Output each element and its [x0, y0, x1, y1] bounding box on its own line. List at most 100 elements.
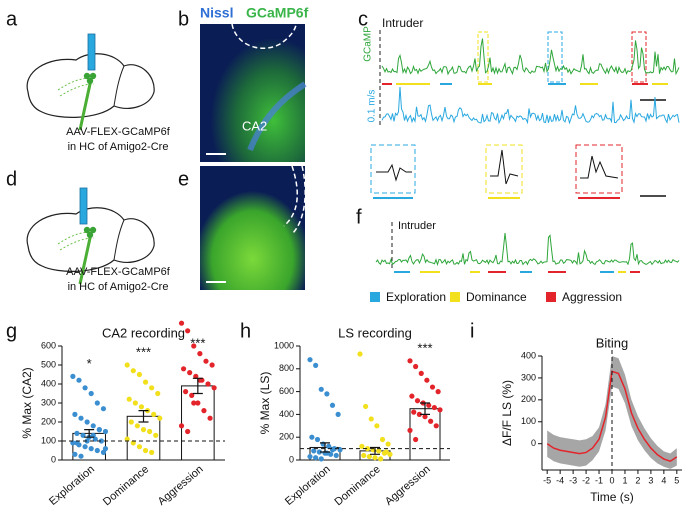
chart-title: LS recording — [338, 325, 412, 340]
data-point — [185, 328, 191, 334]
data-point — [151, 411, 157, 417]
data-point — [149, 449, 155, 455]
data-point — [130, 368, 136, 374]
data-point — [435, 389, 441, 395]
data-point — [88, 446, 94, 452]
y-axis-label: ΔF/F LS (%) — [500, 380, 514, 446]
data-point — [424, 377, 430, 383]
data-point — [94, 447, 100, 454]
y-tick-label: 200 — [521, 394, 536, 404]
panel-label: i — [470, 320, 474, 342]
stain-label: GCaMP6f — [246, 5, 309, 21]
data-point — [195, 400, 201, 406]
data-point — [70, 440, 76, 446]
data-point — [363, 403, 369, 410]
data-point — [428, 418, 434, 424]
y-tick-label: 0 — [531, 438, 536, 448]
trace — [375, 232, 680, 267]
data-point — [74, 440, 80, 446]
y-tick-label: 100 — [41, 435, 56, 445]
x-tick-label: 5 — [674, 475, 679, 485]
error-bar — [138, 410, 149, 423]
data-point — [138, 404, 145, 410]
data-point — [136, 371, 143, 378]
data-point — [335, 411, 341, 417]
data-point — [197, 351, 203, 357]
data-point — [102, 428, 109, 435]
legend-label: Dominance — [466, 290, 527, 304]
event-label: Intruder — [398, 220, 436, 232]
error-band — [547, 356, 677, 469]
data-point — [178, 320, 185, 326]
data-point — [418, 370, 424, 376]
data-point — [84, 438, 90, 444]
data-point — [383, 449, 389, 455]
x-tick-label: 0 — [609, 475, 614, 485]
x-tick-label: -3 — [569, 475, 577, 485]
data-point — [416, 411, 422, 417]
micrograph — [200, 23, 307, 162]
data-point — [142, 379, 149, 385]
data-point — [372, 455, 378, 461]
data-point — [155, 390, 161, 397]
data-point — [183, 389, 189, 395]
data-point — [74, 430, 80, 436]
data-point — [378, 456, 384, 462]
x-tick-label: 4 — [661, 475, 666, 485]
data-point — [307, 357, 313, 363]
significance: *** — [190, 335, 205, 350]
data-point — [431, 404, 437, 411]
x-tick-label: -4 — [556, 475, 564, 485]
trace-label: GCaMP — [363, 26, 374, 62]
panel-label: b — [178, 8, 189, 30]
data-point — [80, 432, 86, 438]
data-point — [414, 398, 421, 404]
data-point — [318, 386, 324, 392]
data-point — [307, 453, 313, 460]
data-point — [318, 456, 324, 462]
y-tick-label: 300 — [41, 397, 56, 407]
significance: *** — [417, 340, 432, 355]
trace — [381, 86, 680, 125]
legend: Exploration Dominance Aggression — [370, 290, 622, 304]
caption: AAV-FLEX-GCaMP6f — [66, 266, 171, 278]
significance: * — [87, 356, 92, 371]
data-point — [387, 451, 393, 457]
y-tick-label: 0 — [289, 454, 294, 464]
x-tick-label: Aggression — [156, 463, 206, 508]
data-point — [326, 443, 332, 449]
data-point — [207, 415, 213, 421]
data-point — [413, 363, 419, 370]
panel-label: e — [178, 168, 189, 190]
data-point — [147, 428, 153, 435]
data-point — [364, 446, 371, 452]
y-tick-label: 400 — [279, 409, 294, 419]
data-point — [130, 440, 136, 446]
data-point — [149, 385, 155, 391]
data-point — [313, 362, 319, 368]
data-point — [96, 427, 102, 433]
data-point — [366, 453, 372, 460]
trace-label: 0.1 m/s — [367, 90, 378, 123]
data-point — [337, 447, 343, 453]
y-tick-label: 200 — [279, 432, 294, 442]
error-bar — [192, 377, 203, 395]
data-point — [361, 452, 367, 459]
data-point — [191, 343, 197, 349]
brain-diagram — [25, 187, 156, 286]
caption: in HC of Amigo2-Cre — [68, 141, 169, 153]
data-point — [136, 444, 143, 450]
x-tick-label: 2 — [635, 475, 640, 485]
data-point — [157, 415, 163, 421]
significance: *** — [136, 344, 151, 359]
y-tick-label: 500 — [41, 359, 56, 369]
data-point — [359, 443, 365, 449]
data-point — [124, 436, 130, 442]
panel-label: h — [240, 320, 251, 342]
y-axis-label: % Max (CA2) — [20, 367, 34, 438]
y-tick-label: 400 — [41, 378, 56, 388]
x-tick-label: Dominance — [332, 463, 382, 508]
micrograph — [200, 165, 306, 290]
chart-title: CA2 recording — [102, 325, 185, 340]
stain-label: Nissl — [200, 5, 233, 21]
